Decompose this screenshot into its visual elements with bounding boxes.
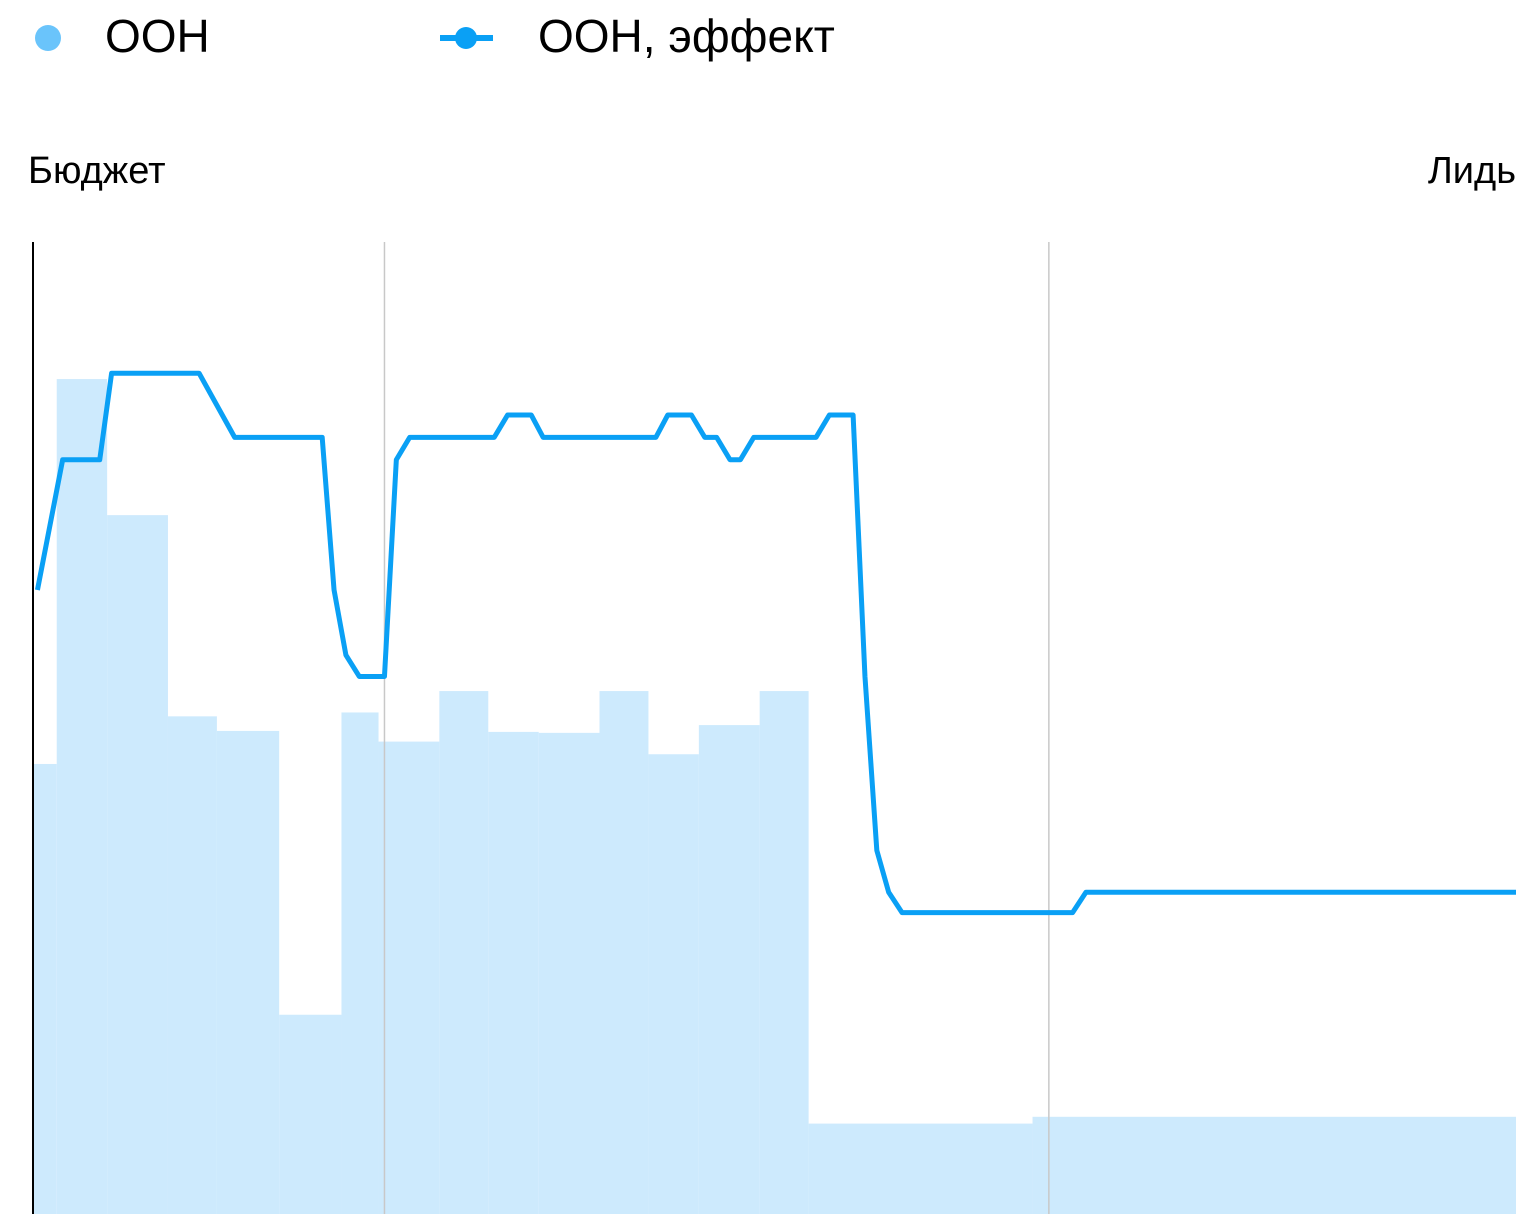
line <box>34 370 1516 916</box>
bar <box>378 741 440 1214</box>
y-axis-label: Бюджет <box>28 150 165 192</box>
bar <box>488 731 539 1214</box>
bar <box>698 725 760 1214</box>
bar <box>808 1123 1033 1214</box>
bar <box>216 730 280 1214</box>
bar <box>759 691 809 1214</box>
bar <box>167 716 217 1214</box>
bar <box>56 379 108 1214</box>
bar <box>107 515 168 1214</box>
y2-axis-label: Лидь <box>1428 150 1516 192</box>
bar <box>648 754 699 1214</box>
bar <box>341 712 379 1214</box>
legend-marker <box>35 25 61 51</box>
bar <box>439 691 489 1214</box>
bar <box>1032 1116 1516 1214</box>
bar <box>279 1014 342 1214</box>
bar <box>538 732 600 1214</box>
bar <box>33 763 57 1214</box>
legend-label: ООН <box>105 10 210 62</box>
legend-label: ООН, эффект <box>538 10 835 62</box>
bar <box>599 691 649 1214</box>
legend-marker <box>455 27 477 49</box>
